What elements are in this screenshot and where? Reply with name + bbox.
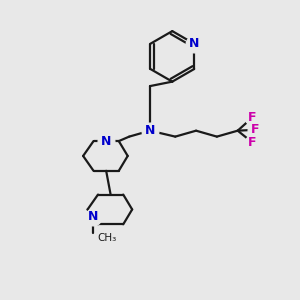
Text: F: F bbox=[248, 111, 257, 124]
Text: F: F bbox=[251, 123, 260, 136]
Text: N: N bbox=[189, 37, 200, 50]
Text: N: N bbox=[101, 135, 111, 148]
Text: N: N bbox=[88, 210, 98, 224]
Text: F: F bbox=[248, 136, 257, 149]
Text: N: N bbox=[145, 124, 155, 137]
Text: CH₃: CH₃ bbox=[97, 233, 116, 243]
